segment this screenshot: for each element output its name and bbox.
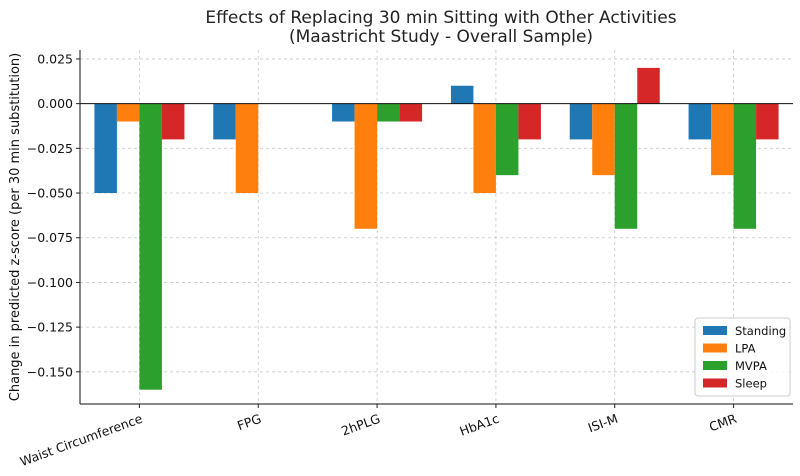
legend-label: LPA xyxy=(735,342,756,356)
bar xyxy=(161,103,185,140)
bar xyxy=(614,103,638,229)
bar xyxy=(450,85,474,104)
legend-swatch xyxy=(703,378,727,388)
legend-swatch xyxy=(703,326,727,335)
bar xyxy=(213,103,236,140)
chart-title-line-2: (Maastricht Study - Overall Sample) xyxy=(289,27,593,47)
legend: Standing LPA MVPA Sleep xyxy=(694,317,791,397)
y-axis-label: Change in predicted z-score (per 30 min … xyxy=(8,53,23,401)
chart-title-line-1: Effects of Replacing 30 min Sitting with… xyxy=(205,8,676,28)
y-tick-label: −0.075 xyxy=(27,230,73,245)
bar xyxy=(116,103,140,122)
bar xyxy=(332,103,355,122)
x-tick-label: HbA1c xyxy=(458,411,502,439)
bar xyxy=(94,103,117,194)
y-tick-label: −0.150 xyxy=(27,364,73,379)
legend-label: Sleep xyxy=(735,377,767,391)
grid-layer xyxy=(80,50,793,404)
legend-label: Standing xyxy=(735,324,786,338)
bar xyxy=(688,103,712,140)
bar xyxy=(495,103,519,176)
y-tick-label: −0.125 xyxy=(27,320,73,335)
bar xyxy=(354,103,378,229)
y-tick-label: −0.025 xyxy=(27,141,73,156)
bar xyxy=(733,103,757,229)
x-tick-label: CMR xyxy=(707,411,739,435)
y-tick-label: −0.100 xyxy=(27,275,73,290)
bar xyxy=(637,67,660,104)
bar xyxy=(569,103,593,140)
bar xyxy=(711,103,734,176)
y-tick-label: 0.000 xyxy=(37,96,73,111)
legend-swatch xyxy=(703,343,727,353)
x-tick-label: 2hPLG xyxy=(339,411,382,439)
bar xyxy=(399,103,423,122)
legend-label: MVPA xyxy=(735,359,767,373)
axes-layer xyxy=(79,50,793,405)
bar xyxy=(518,103,541,140)
y-tick-label: −0.050 xyxy=(27,186,73,201)
x-tick-label: Waist Circumference xyxy=(18,411,145,469)
y-tick-label: 0.025 xyxy=(37,51,73,66)
x-tick-label: FPG xyxy=(235,411,263,433)
bar xyxy=(377,103,400,122)
bar xyxy=(592,103,615,176)
bars-layer xyxy=(94,67,779,390)
legend-box xyxy=(694,317,791,397)
legend-swatch xyxy=(703,361,727,370)
x-tick-label: ISI-M xyxy=(586,411,620,436)
bar xyxy=(235,103,259,194)
bar xyxy=(139,103,162,390)
bar xyxy=(756,103,779,140)
bar xyxy=(473,103,496,194)
